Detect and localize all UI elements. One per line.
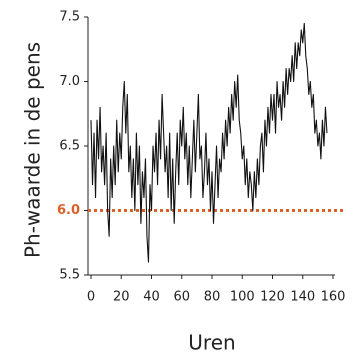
x-tick-label: 60 <box>173 290 190 305</box>
x-axis-label: Uren <box>188 331 235 355</box>
x-tick-label: 20 <box>113 290 130 305</box>
y-axis-label: Ph-waarde in de pens <box>21 42 45 258</box>
x-tick-label: 80 <box>204 290 221 305</box>
data-line <box>90 22 328 263</box>
y-tick-label: 6.0 <box>57 203 80 218</box>
x-tick-label: 140 <box>290 290 315 305</box>
x-tick-label: 120 <box>260 290 285 305</box>
y-tick-label: 7.0 <box>59 74 80 89</box>
y-tick-label: 7.5 <box>59 10 80 25</box>
y-tick-label: 5.5 <box>59 268 80 283</box>
x-tick-label: 0 <box>87 290 95 305</box>
y-tick-label: 6.5 <box>59 139 80 154</box>
x-tick-label: 160 <box>321 290 346 305</box>
x-tick-label: 100 <box>230 290 255 305</box>
x-tick-label: 40 <box>143 290 160 305</box>
